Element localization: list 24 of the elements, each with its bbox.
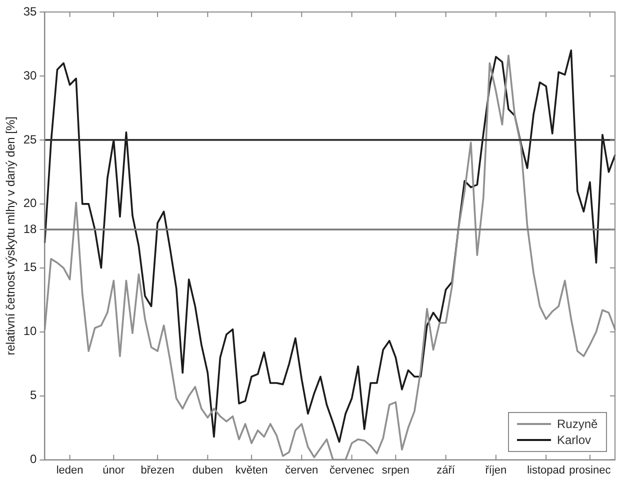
y-tick-label: 30	[23, 68, 38, 82]
x-tick-label: duben	[192, 464, 223, 476]
y-tick-label: 0	[30, 452, 38, 466]
y-axis-title: relativní četnost výskytu mlhy v daný den [%]	[4, 116, 18, 356]
x-tick-label: květen	[235, 464, 268, 476]
y-tick-label: 18	[23, 222, 38, 236]
y-tick-label: 20	[23, 196, 38, 210]
y-tick-label: 35	[23, 4, 38, 18]
x-tick-label: prosinec	[569, 464, 612, 476]
y-tick-label: 5	[30, 388, 38, 402]
x-tick-label: červen	[285, 464, 318, 476]
x-tick-label: červenec	[329, 464, 375, 476]
x-tick-label: listopad	[527, 464, 566, 476]
legend-label: Ruzyně	[557, 416, 598, 432]
x-tick-label: únor	[102, 464, 126, 476]
x-tick-label: březen	[140, 464, 174, 476]
y-tick-label: 15	[23, 260, 38, 274]
x-tick-label: srpen	[382, 464, 410, 476]
x-tick-label: září	[436, 464, 456, 476]
y-tick-label: 25	[23, 132, 38, 146]
legend-label: Karlov	[557, 432, 592, 448]
y-tick-label: 10	[23, 324, 38, 338]
x-tick-label: leden	[56, 464, 84, 476]
x-tick-label: říjen	[485, 464, 507, 476]
